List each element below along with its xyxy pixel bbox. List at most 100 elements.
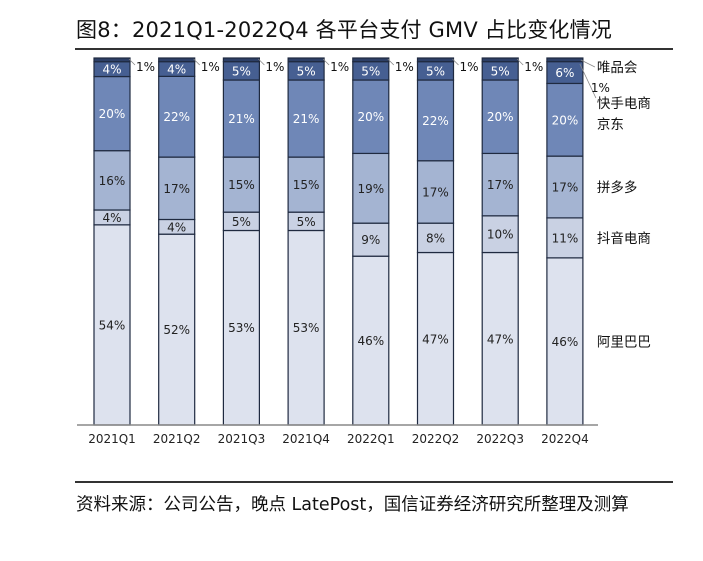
leader-line [387, 58, 395, 66]
data-label: 1% [201, 60, 220, 74]
outside-labels-group: 1% 1% 1% 1% 1% 1% 1% [128, 58, 543, 74]
data-label: 20% [487, 110, 514, 124]
data-label: 5% [232, 215, 251, 229]
bar-segment-2022Q1-0 [352, 255, 390, 426]
bar-segment-2022Q3-1 [481, 215, 519, 254]
bar-segment-2022Q2-3 [416, 79, 455, 162]
bar-segment-2022Q1-2 [352, 152, 390, 224]
data-label: 5% [232, 64, 251, 78]
data-label: 17% [163, 182, 190, 196]
data-label: 4% [102, 63, 121, 77]
data-label: 4% [102, 211, 121, 225]
bar-segment-2022Q4-0 [546, 257, 584, 426]
data-label: 21% [293, 112, 320, 126]
data-label: 1% [524, 60, 543, 74]
bar-segment-2021Q1-0 [93, 224, 131, 426]
data-label: 52% [163, 323, 190, 337]
data-label: 5% [491, 64, 510, 78]
x-tick-labels-group: 2021Q1 2021Q2 2021Q3 2021Q4 2022Q1 2022Q2 2022… [88, 432, 589, 446]
leader-line [258, 58, 265, 66]
bar-segment-2021Q1-5 [93, 57, 131, 63]
bar-segment-2022Q4-5 [546, 57, 584, 63]
data-label: 20% [357, 110, 384, 124]
data-label: 19% [357, 182, 384, 196]
x-tick-label: 2021Q4 [282, 432, 330, 446]
bar-segment-2022Q2-2 [416, 160, 455, 224]
x-tick-label: 2022Q4 [541, 432, 589, 446]
x-tick-label: 2022Q3 [476, 432, 524, 446]
leader-line [452, 58, 459, 66]
bar-segment-2021Q3-5 [222, 57, 260, 63]
data-label: 46% [552, 335, 579, 349]
leader-line [579, 63, 597, 99]
x-tick-label: 2021Q3 [218, 432, 266, 446]
data-label: 1% [591, 81, 610, 95]
data-label: 47% [422, 332, 449, 346]
data-label: 11% [552, 231, 579, 245]
bars-group [93, 57, 584, 426]
bar-segment-2021Q4-5 [287, 57, 325, 63]
data-label: 15% [228, 178, 255, 192]
figure-title: 图8：2021Q1-2022Q4 各平台支付 GMV 占比变化情况 [76, 18, 612, 42]
leader-line [128, 58, 136, 66]
bar-segment-2021Q2-0 [158, 233, 196, 426]
data-label: 22% [163, 110, 190, 124]
bar-segment-2021Q4-0 [287, 229, 325, 426]
bar-segment-2021Q2-2 [158, 156, 196, 221]
leader-line [580, 59, 596, 68]
data-label: 9% [361, 233, 380, 247]
data-label: 1% [330, 60, 349, 74]
data-label: 1% [395, 60, 414, 74]
bar-segment-2021Q2-3 [158, 75, 196, 158]
data-label: 53% [293, 321, 320, 335]
bar-segment-2022Q4-1 [546, 217, 584, 259]
data-label: 54% [99, 318, 126, 332]
legend-label-3: 京东 [597, 117, 624, 133]
leader-line [516, 58, 524, 66]
legend-label-4: 快手电商 [597, 96, 651, 112]
x-tick-label: 2022Q2 [412, 432, 460, 446]
data-label: 1% [460, 60, 479, 74]
data-label: 5% [297, 64, 316, 78]
bar-segment-2021Q1-3 [93, 75, 131, 152]
bar-segment-2022Q2-5 [416, 57, 455, 63]
data-label: 20% [552, 113, 579, 127]
data-label: 17% [422, 185, 449, 199]
data-label: 1% [136, 60, 155, 74]
segment-labels-group: 54% 4% 16% 20% 4% 52% 4% 17% 22% 4% 53% 5% 15% 21% 5% 5… [99, 63, 579, 349]
data-label: 5% [426, 64, 445, 78]
bar-segment-2021Q4-3 [287, 79, 325, 158]
title-rule [75, 48, 673, 50]
data-label: 21% [228, 112, 255, 126]
data-label: 10% [487, 228, 514, 242]
bar-segment-2022Q3-3 [481, 79, 519, 155]
data-label: 46% [357, 334, 384, 348]
bar-segment-2022Q2-0 [416, 251, 455, 426]
data-label: 4% [167, 63, 186, 77]
data-label: 17% [487, 178, 514, 192]
source-note: 资料来源：公司公告，晚点 LatePost，国信证券经济研究所整理及测算 [76, 495, 629, 515]
data-label: 22% [422, 114, 449, 128]
bar-segment-2021Q2-5 [158, 57, 196, 63]
data-label: 4% [167, 220, 186, 234]
stacked-bar-chart: 54% 4% 16% 20% 4% 52% 4% 17% 22% 4% 53% 5% 15% 21% 5% 5… [77, 57, 651, 446]
bar-segment-2022Q1-1 [352, 222, 390, 257]
data-label: 53% [228, 321, 255, 335]
bar-segment-2021Q1-2 [93, 150, 131, 211]
data-label: 8% [426, 231, 445, 245]
data-label: 16% [99, 174, 126, 188]
data-label: 5% [361, 64, 380, 78]
source-rule [75, 481, 673, 483]
bar-segment-2022Q3-5 [481, 57, 519, 63]
leader-line [193, 58, 200, 66]
legend-label-1: 抖音电商 [597, 230, 651, 247]
legend-label-2: 拼多多 [597, 179, 638, 196]
data-label: 47% [487, 332, 514, 346]
data-label: 6% [555, 66, 574, 80]
bar-segment-2022Q1-5 [352, 57, 390, 63]
data-label: 17% [552, 180, 579, 194]
legend-label-5: 唯品会 [597, 60, 638, 76]
bar-segment-2022Q2-1 [416, 222, 455, 254]
x-tick-label: 2021Q2 [153, 432, 201, 446]
